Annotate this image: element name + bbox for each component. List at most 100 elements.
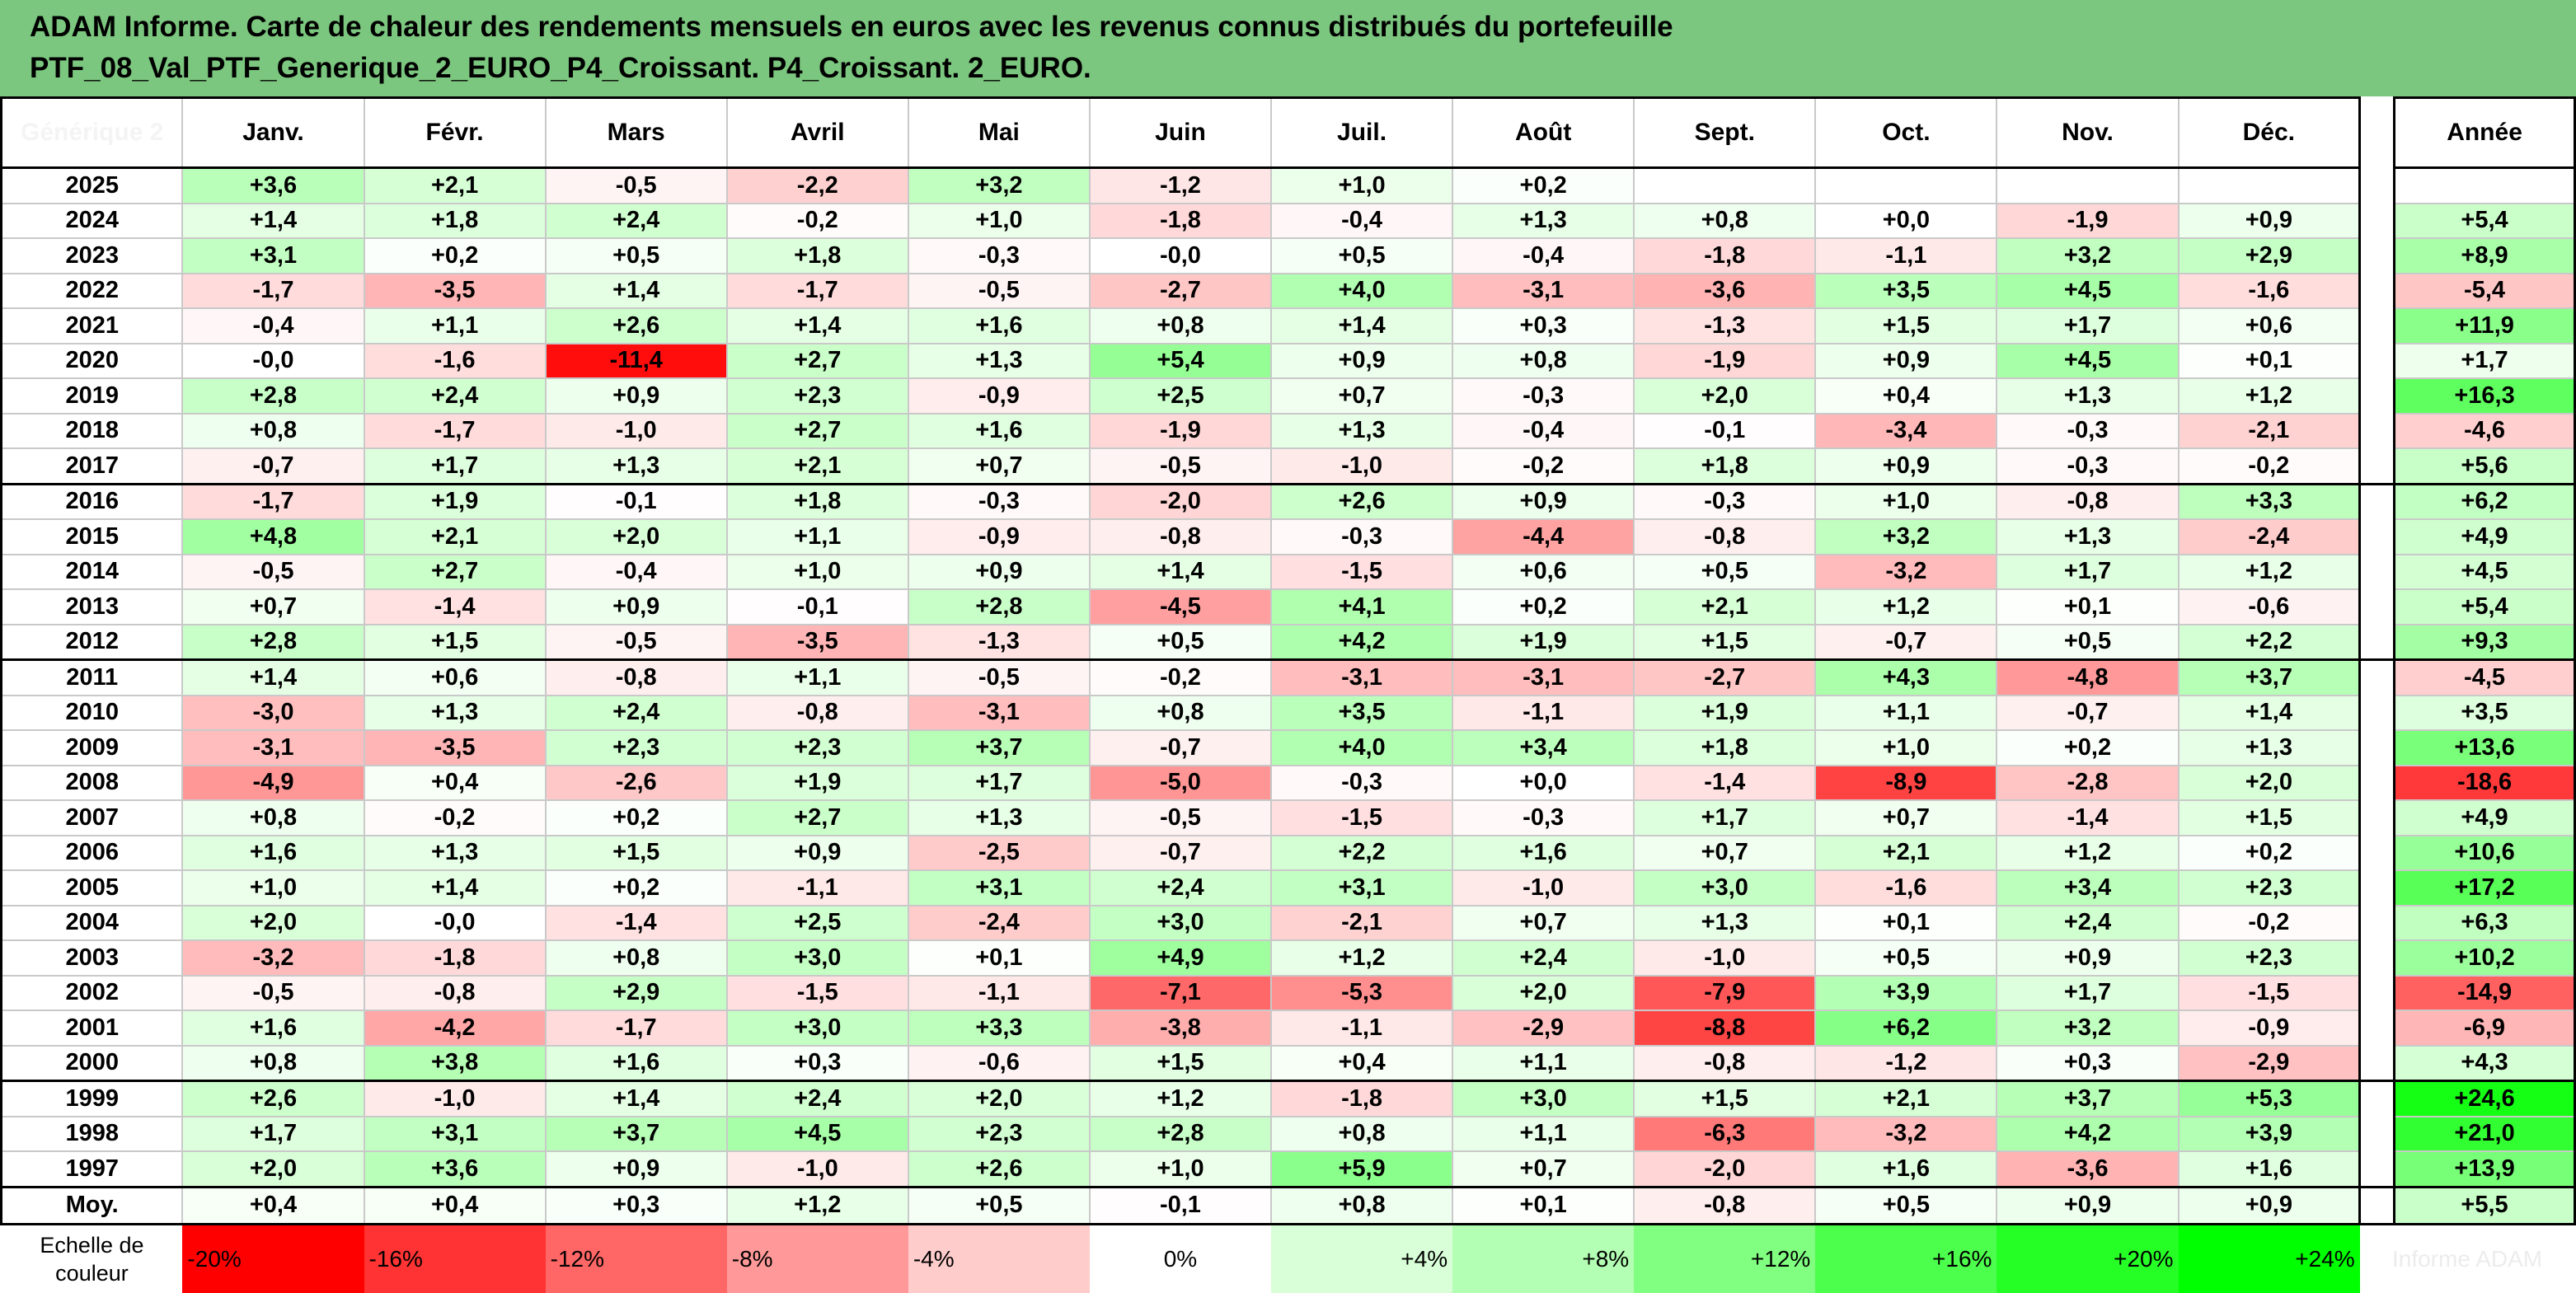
heatmap-cell: -0,5: [1088, 799, 1272, 836]
heatmap-cell: +2,0: [181, 904, 364, 940]
heatmap-cell: +4,1: [1270, 588, 1453, 625]
heatmap-cell: +1,8: [725, 483, 908, 519]
heatmap-cell: +0,6: [363, 658, 546, 696]
heatmap-cell: +2,8: [1088, 1115, 1272, 1151]
heatmap-cell: -3,2: [1814, 553, 1997, 589]
report-title-line2: PTF_08_Val_PTF_Generique_2_EURO_P4_Crois…: [30, 52, 1091, 84]
heatmap-cell: +3,6: [181, 166, 364, 204]
heatmap-cell: -1,0: [1270, 447, 1453, 484]
heatmap-cell: -1,7: [725, 272, 908, 308]
heatmap-cell: +2,8: [907, 588, 1090, 625]
heatmap-cell: +2,1: [1814, 834, 1997, 870]
heatmap-cell: +1,1: [725, 518, 908, 555]
heatmap-cell: +1,7: [1633, 799, 1816, 836]
heatmap-cell: +0,8: [181, 412, 364, 448]
heatmap-cell: -0,7: [1996, 694, 2179, 730]
heatmap-cell: -2,4: [2177, 518, 2360, 555]
heatmap-cell: +0,3: [725, 1044, 908, 1081]
heatmap-cell: +2,0: [181, 1150, 364, 1187]
heatmap-cell: [2177, 166, 2360, 204]
heatmap-cell: -0,5: [181, 553, 364, 589]
heatmap-cell: +0,2: [2177, 834, 2360, 870]
column-gap: [2358, 1045, 2396, 1081]
column-gap: [2358, 343, 2396, 378]
year-label: 2001: [0, 1010, 183, 1046]
table-row: 2012 +2,8 +1,5 -0,5 -3,5 -1,3 +0,5 +4,2 +1,9 +1,5…: [0, 623, 2576, 660]
heatmap-cell: +1,4: [2177, 694, 2360, 730]
heatmap-cell: +0,9: [1814, 342, 1997, 378]
year-label: 2016: [0, 483, 183, 519]
year-label: 2017: [0, 447, 183, 484]
heatmap-cell: +4,2: [1996, 1115, 2179, 1151]
table-row: 2011 +1,4 +0,6 -0,8 +1,1 -0,5 -0,2 -3,1 -3,1 -2,7…: [0, 658, 2576, 696]
heatmap-cell: +2,4: [1452, 939, 1635, 976]
annual-cell: -4,5: [2393, 658, 2576, 696]
heatmap-cell: +0,9: [544, 1150, 727, 1187]
heatmap-cell: +0,9: [725, 834, 908, 870]
heatmap-cell: -0,2: [2177, 447, 2360, 484]
average-cell: +0,3: [544, 1185, 727, 1225]
color-scale-label: Echelle de couleur: [1, 1223, 183, 1293]
heatmap-cell: +1,5: [1633, 1080, 1816, 1117]
heatmap-cell: +4,5: [1996, 272, 2179, 308]
heatmap-cell: -11,4: [544, 342, 727, 378]
column-gap: [2358, 167, 2396, 204]
average-cell: +0,4: [363, 1185, 546, 1225]
heatmap-cell: -1,0: [544, 412, 727, 448]
heatmap-cell: -3,1: [1452, 272, 1635, 308]
heatmap-cell: +1,2: [1814, 588, 1997, 625]
heatmap-cell: [1633, 166, 1816, 204]
heatmap-cell: +4,0: [1270, 272, 1453, 308]
heatmap-cell: -0,4: [1452, 412, 1635, 448]
heatmap-cell: +3,5: [1270, 694, 1453, 730]
column-header-8: Août: [1452, 96, 1635, 169]
heatmap-cell: -0,3: [907, 483, 1090, 519]
heatmap-cell: +2,1: [363, 166, 546, 204]
heatmap-cell: -0,2: [1452, 447, 1635, 484]
color-scale-stop: +12%: [1634, 1223, 1816, 1293]
heatmap-cell: -2,0: [1633, 1150, 1816, 1187]
heatmap-cell: +2,3: [544, 729, 727, 766]
heatmap-cell: +1,0: [1814, 729, 1997, 766]
average-cell: +1,2: [725, 1185, 908, 1225]
color-scale-stop: -4%: [908, 1223, 1090, 1293]
heatmap-cell: -2,9: [1452, 1010, 1635, 1046]
year-label: 2003: [0, 939, 183, 976]
heatmap-cell: +1,8: [363, 202, 546, 238]
heatmap-cell: +0,7: [1452, 1150, 1635, 1187]
heatmap-cell: [1996, 166, 2179, 204]
column-gap: [2358, 378, 2396, 414]
heatmap-cell: +1,6: [2177, 1150, 2360, 1187]
annual-cell: -4,6: [2393, 412, 2576, 448]
annual-cell: +4,5: [2393, 553, 2576, 589]
table-row: 2022 -1,7 -3,5 +1,4 -1,7 -0,5 -2,7 +4,0 -3,1 -3,6…: [0, 272, 2576, 308]
heatmap-cell: -4,5: [1088, 588, 1272, 625]
heatmap-cell: +2,5: [725, 904, 908, 940]
heatmap-cell: +0,6: [2177, 307, 2360, 344]
annual-cell: +13,9: [2393, 1150, 2576, 1187]
heatmap-cell: [1814, 166, 1997, 204]
heatmap-cell: +4,3: [1814, 658, 1997, 696]
heatmap-cell: +3,0: [1088, 904, 1272, 940]
heatmap-cell: +0,2: [1452, 588, 1635, 625]
heatmap-cell: +1,3: [907, 342, 1090, 378]
column-gap: [2358, 519, 2396, 555]
heatmap-cell: +1,3: [907, 799, 1090, 836]
heatmap-cell: -2,2: [725, 166, 908, 204]
heatmap-cell: +0,3: [1996, 1044, 2179, 1081]
heatmap-cell: +0,5: [1814, 939, 1997, 976]
table-row: 2006 +1,6 +1,3 +1,5 +0,9 -2,5 -0,7 +2,2 +1,6 +0,7…: [0, 834, 2576, 870]
heatmap-cell: -0,7: [1088, 729, 1272, 766]
heatmap-cell: -8,9: [1814, 764, 1997, 800]
column-gap: [2358, 870, 2396, 906]
heatmap-cell: +2,8: [181, 377, 364, 414]
heatmap-cell: +1,4: [181, 658, 364, 696]
heatmap-cell: +0,9: [2177, 202, 2360, 238]
year-label: 1999: [0, 1080, 183, 1117]
heatmap-cell: +2,7: [725, 342, 908, 378]
heatmap-cell: +3,2: [1996, 237, 2179, 274]
color-scale-stop: +24%: [2178, 1223, 2360, 1293]
heatmap-cell: +1,5: [1633, 623, 1816, 660]
heatmap-cell: +0,8: [181, 1044, 364, 1081]
heatmap-cell: +2,1: [363, 518, 546, 555]
